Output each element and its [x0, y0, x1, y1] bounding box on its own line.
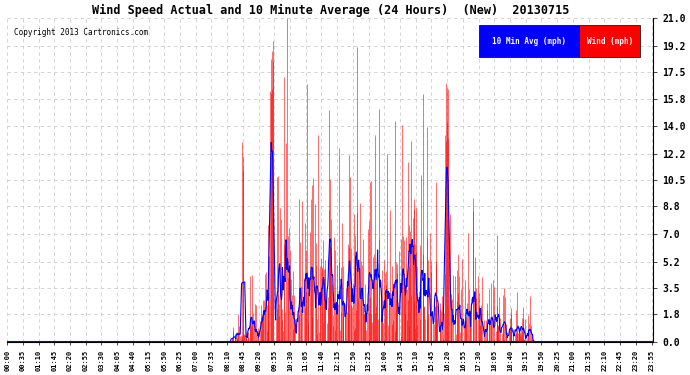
Text: Copyright 2013 Cartronics.com: Copyright 2013 Cartronics.com — [14, 28, 148, 37]
FancyBboxPatch shape — [579, 25, 640, 57]
Text: 10 Min Avg (mph): 10 Min Avg (mph) — [491, 37, 566, 46]
FancyBboxPatch shape — [479, 25, 579, 57]
Text: Wind (mph): Wind (mph) — [586, 37, 633, 46]
Title: Wind Speed Actual and 10 Minute Average (24 Hours)  (New)  20130715: Wind Speed Actual and 10 Minute Average … — [92, 4, 569, 17]
